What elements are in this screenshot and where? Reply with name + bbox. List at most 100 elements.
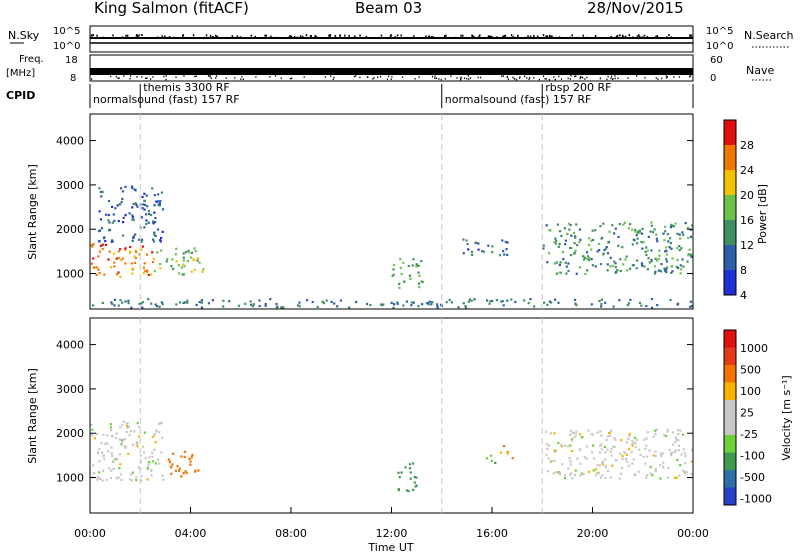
- scatter-cell: [111, 239, 114, 242]
- scatter-cell: [152, 257, 155, 260]
- scatter-cell: [417, 264, 420, 267]
- scatter-cell: [90, 423, 93, 426]
- nsky-point: [125, 34, 127, 37]
- scatter-cell: [679, 264, 682, 267]
- scatter-cell: [140, 238, 144, 241]
- nsky-point: [577, 36, 579, 39]
- scatter-cell: [676, 266, 680, 269]
- scatter-cell: [564, 243, 567, 246]
- scatter-cell: [610, 429, 613, 432]
- colorbar-tick-label: 8: [740, 264, 747, 277]
- scatter-cell: [594, 468, 597, 471]
- scatter-cell: [109, 423, 112, 426]
- scatter-cell: [418, 286, 421, 289]
- nsky-point: [296, 36, 299, 39]
- scatter-cell: [548, 252, 551, 255]
- nsky-point: [394, 36, 396, 39]
- scatter-cell: [547, 457, 550, 460]
- scatter-cell: [98, 460, 101, 463]
- scatter-cell: [576, 457, 579, 460]
- ytick-label: 4000: [56, 135, 84, 148]
- scatter-cell: [568, 457, 571, 460]
- scatter-cell: [120, 443, 123, 446]
- nave-point: [303, 76, 305, 78]
- scatter-cell: [162, 478, 165, 481]
- scatter-cell: [679, 429, 682, 432]
- scatter-cell: [578, 266, 581, 269]
- velocity-colorbar-label: Velocity [m s⁻¹]: [780, 375, 793, 460]
- scatter-cell: [631, 228, 634, 231]
- scatter-cell: [669, 226, 672, 229]
- scatter-cell: [98, 471, 101, 474]
- scatter-cell: [172, 267, 175, 271]
- scatter-cell: [121, 423, 124, 426]
- scatter-cell: [264, 302, 267, 306]
- colorbar-swatch: [724, 347, 736, 365]
- colorbar-swatch: [724, 487, 736, 505]
- scatter-cell: [134, 233, 137, 236]
- colorbar-tick-label: -1000: [740, 493, 772, 506]
- scatter-cell: [679, 237, 682, 240]
- scatter-cell: [663, 433, 666, 436]
- scatter-cell: [681, 258, 684, 261]
- nsky-point: [121, 36, 124, 39]
- nave-point: [456, 77, 458, 79]
- scatter-cell: [659, 464, 662, 467]
- nave-point: [289, 77, 291, 80]
- scatter-cell: [132, 219, 135, 222]
- nsearch-tick-low: 10^0: [706, 41, 733, 52]
- scatter-cell: [408, 467, 411, 470]
- scatter-cell: [680, 247, 683, 250]
- scatter-cell: [175, 260, 178, 263]
- scatter-cell: [165, 260, 168, 263]
- scatter-cell: [586, 251, 589, 254]
- freq-label: Freq.: [19, 54, 44, 65]
- scatter-cell: [666, 233, 669, 236]
- scatter-cell: [402, 304, 405, 307]
- colorbar-swatch: [724, 245, 736, 270]
- scatter-cell: [132, 236, 135, 239]
- scatter-cell: [607, 469, 610, 472]
- scatter-cell: [635, 234, 638, 237]
- scatter-cell: [630, 451, 633, 454]
- scatter-cell: [107, 213, 110, 217]
- scatter-cell: [645, 444, 648, 447]
- nave-point: [469, 77, 472, 79]
- scatter-cell: [131, 206, 134, 209]
- scatter-cell: [339, 299, 342, 302]
- nave-point: [599, 77, 602, 80]
- scatter-cell: [115, 273, 119, 276]
- scatter-cell: [586, 269, 589, 272]
- scatter-cell: [529, 298, 532, 301]
- scatter-cell: [558, 472, 561, 475]
- scatter-cell: [657, 269, 660, 272]
- scatter-cell: [127, 302, 130, 305]
- nsky-point: [329, 34, 332, 37]
- scatter-cell: [180, 475, 183, 478]
- scatter-cell: [598, 249, 601, 252]
- scatter-cell: [91, 245, 94, 248]
- scatter-cell: [604, 247, 607, 250]
- scatter-cell: [160, 421, 163, 424]
- nsky-point: [136, 35, 139, 38]
- scatter-cell: [107, 219, 110, 222]
- scatter-cell: [106, 434, 109, 437]
- nsky-point: [275, 36, 277, 39]
- scatter-cell: [196, 259, 199, 262]
- scatter-cell: [146, 467, 149, 470]
- scatter-cell: [553, 459, 556, 462]
- scatter-cell: [128, 478, 132, 481]
- scatter-cell: [649, 230, 652, 233]
- scatter-cell: [135, 476, 138, 479]
- nave-point: [183, 75, 185, 77]
- scatter-cell: [110, 429, 113, 432]
- nave-point: [291, 77, 293, 79]
- scatter-cell: [631, 444, 634, 447]
- scatter-cell: [96, 478, 99, 481]
- scatter-cell: [186, 301, 189, 304]
- scatter-cell: [121, 301, 124, 304]
- nave-point: [209, 76, 211, 78]
- scatter-cell: [106, 450, 110, 453]
- colorbar-tick-label: -100: [740, 450, 765, 463]
- nave-point: [542, 75, 545, 77]
